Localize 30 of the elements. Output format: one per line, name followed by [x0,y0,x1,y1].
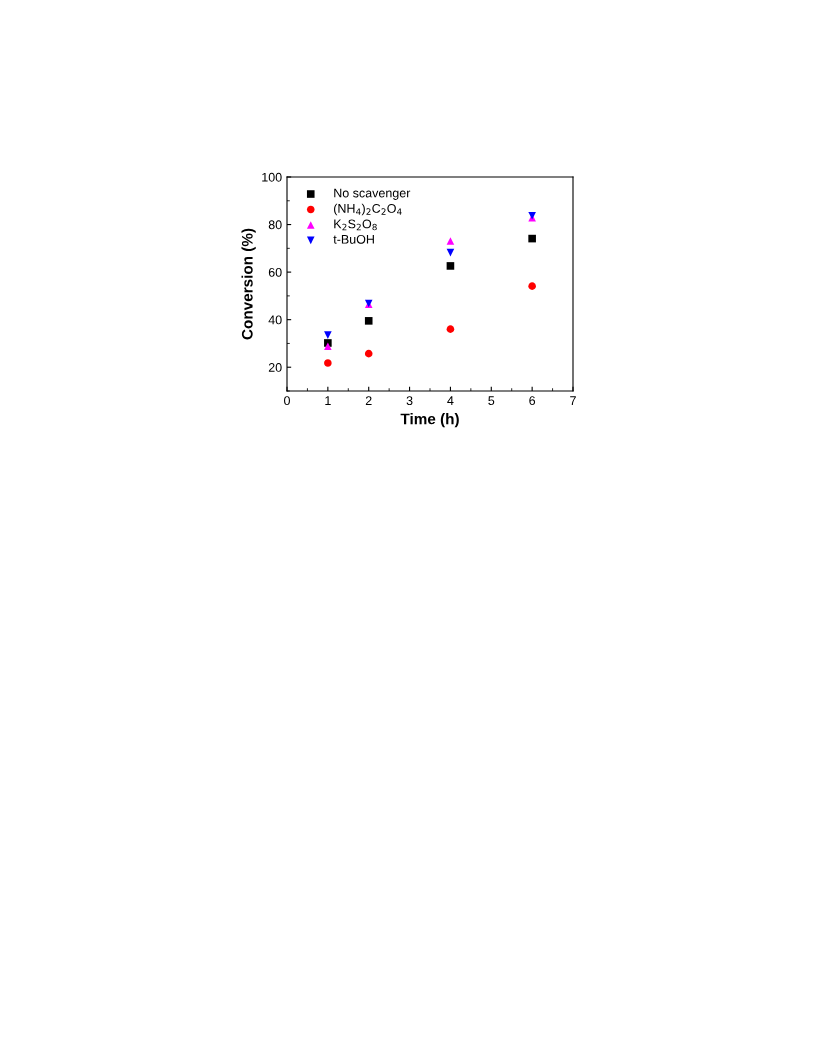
point [446,325,455,333]
x-axis-title: Time (h) [400,413,459,428]
point [324,342,332,351]
legend-label: K$_{2}$S$_{2}$O$_{8}$ [334,219,377,231]
x-tick-label: 2 [365,396,372,405]
x-tick-label: 0 [284,396,290,406]
y-axis-title: Conversion (%) [241,228,256,340]
x-tick-label: 7 [570,396,576,405]
point [364,349,373,358]
y-tick-label: 60 [268,267,282,277]
y-tick-label: 80 [268,220,282,230]
x-tick-label: 6 [529,396,536,406]
point [446,248,455,257]
x-tick-label: 4 [447,396,454,405]
point [324,359,332,367]
x-tick-label: 3 [406,396,413,406]
point [528,282,536,290]
point [324,331,332,339]
y-tick-label: 20 [268,363,282,372]
point [446,237,455,245]
x-tick-label: 1 [325,396,331,405]
legend-label: t-BuOH [333,234,374,244]
point [446,262,455,270]
legend-label: (NH$_{4}$)$_{2}$C$_{2}$O$_{4}$ [334,203,402,216]
y-tick-label: 40 [268,315,282,325]
y-tick-label: 100 [262,172,282,182]
legend-label: No scavenger [334,188,411,200]
point [364,317,373,325]
x-tick-label: 5 [488,396,495,406]
point [528,234,536,243]
